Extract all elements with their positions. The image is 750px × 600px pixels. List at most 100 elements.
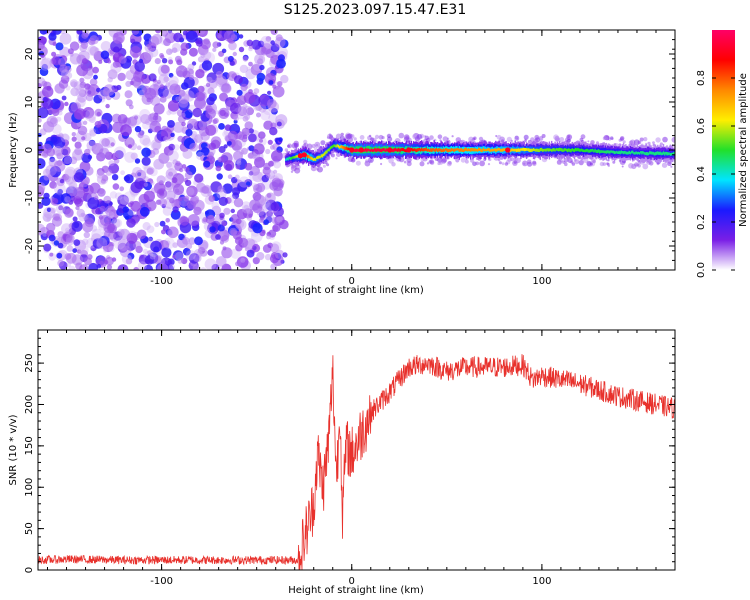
noise-dot <box>168 171 174 177</box>
noise-dot <box>221 48 227 54</box>
ridge-halo <box>426 162 430 165</box>
ridge-halo <box>479 160 485 167</box>
noise-dot <box>278 137 283 142</box>
ridge-cell <box>589 149 592 153</box>
noise-dot <box>42 213 52 222</box>
noise-dot <box>256 252 265 261</box>
ridge-cell <box>290 156 293 160</box>
ridge-cell <box>483 149 486 152</box>
noise-dot <box>38 83 42 89</box>
noise-dot <box>209 226 216 233</box>
noise-dot <box>161 30 169 37</box>
noise-dot <box>53 160 66 172</box>
noise-dot <box>98 147 110 159</box>
noise-dot <box>75 205 80 211</box>
noise-dot <box>46 85 52 91</box>
ridge-halo <box>378 134 384 140</box>
noise-dot <box>182 237 190 245</box>
noise-dot <box>244 114 251 120</box>
y-tick-label: 150 <box>24 436 35 455</box>
noise-dot <box>92 66 99 74</box>
noise-dot <box>137 132 144 139</box>
noise-dot <box>191 120 197 127</box>
noise-dot <box>228 41 237 51</box>
ridge-cell <box>368 149 370 152</box>
ridge-cell <box>369 149 371 152</box>
noise-dot <box>99 214 112 226</box>
noise-dot <box>236 160 242 166</box>
ridge-cell <box>661 152 664 156</box>
ridge-cell <box>595 150 597 153</box>
noise-dot <box>59 179 65 184</box>
ridge-cell <box>489 149 491 152</box>
noise-dot <box>81 238 89 246</box>
ridge-cell <box>587 149 589 153</box>
noise-dot <box>100 178 106 184</box>
noise-dot <box>251 244 261 253</box>
noise-dot <box>177 196 183 202</box>
x-tick-label: -100 <box>150 276 173 287</box>
ridge-cell <box>321 154 324 158</box>
ridge-cell <box>630 150 633 154</box>
noise-dot <box>244 121 254 130</box>
ridge-cell <box>411 148 414 152</box>
ridge-halo <box>434 157 439 162</box>
noise-dot <box>146 225 155 234</box>
noise-dot <box>66 245 74 252</box>
noise-dot <box>144 255 155 265</box>
ridge-cell <box>641 151 643 155</box>
noise-dot <box>235 218 242 225</box>
noise-dot <box>149 120 161 133</box>
ridge-cell <box>292 156 294 159</box>
noise-dot <box>255 182 266 193</box>
y-axis-label-top: Frequency (Hz) <box>8 112 19 188</box>
noise-dot <box>218 146 226 153</box>
noise-dot <box>89 182 101 194</box>
noise-dot <box>142 248 148 254</box>
chart-title: S125.2023.097.15.47.E31 <box>283 2 467 18</box>
ridge-cell <box>629 151 632 155</box>
ridge-cell <box>322 153 325 157</box>
noise-dot <box>187 118 199 130</box>
noise-dot <box>93 74 98 80</box>
y-axis-label-bottom: SNR (10 * v/v) <box>8 414 19 485</box>
noise-dot <box>71 132 77 137</box>
noise-dot <box>176 59 183 66</box>
ridge-cell <box>399 149 401 153</box>
ridge-cell <box>529 148 531 152</box>
noise-dot <box>133 115 139 120</box>
ridge-cell <box>539 148 541 152</box>
ridge-cell <box>374 147 376 152</box>
noise-dot <box>194 236 203 246</box>
noise-dot <box>72 248 78 254</box>
ridge-cell <box>398 147 400 152</box>
noise-dot <box>272 85 285 98</box>
noise-dot <box>241 147 248 155</box>
noise-dot <box>49 181 57 189</box>
y-tick-label: 100 <box>24 478 35 497</box>
y-tick-label: 50 <box>24 522 35 535</box>
x-ticks-top: -100 0 100 <box>47 30 676 287</box>
noise-dot <box>258 104 267 113</box>
ridge-halo <box>388 158 394 164</box>
noise-dot <box>39 30 48 35</box>
noise-dot <box>98 137 111 150</box>
ridge-cell <box>531 148 533 152</box>
noise-dot <box>234 236 243 245</box>
noise-dot <box>256 72 266 82</box>
noise-dot <box>76 30 83 35</box>
noise-dot <box>277 153 283 160</box>
noise-dot <box>166 161 175 170</box>
noise-dot <box>46 217 51 222</box>
ridge-cell <box>635 151 637 154</box>
ridge-cell <box>551 149 553 152</box>
noise-dot <box>161 229 166 235</box>
noise-dot <box>274 249 285 259</box>
y-tick-label: -20 <box>24 238 35 254</box>
ridge-cell <box>515 148 518 153</box>
noise-dot <box>248 61 253 67</box>
noise-dot <box>265 192 276 204</box>
noise-dot <box>273 169 278 174</box>
ridge-halo <box>512 157 518 162</box>
ridge-cell <box>593 150 595 153</box>
